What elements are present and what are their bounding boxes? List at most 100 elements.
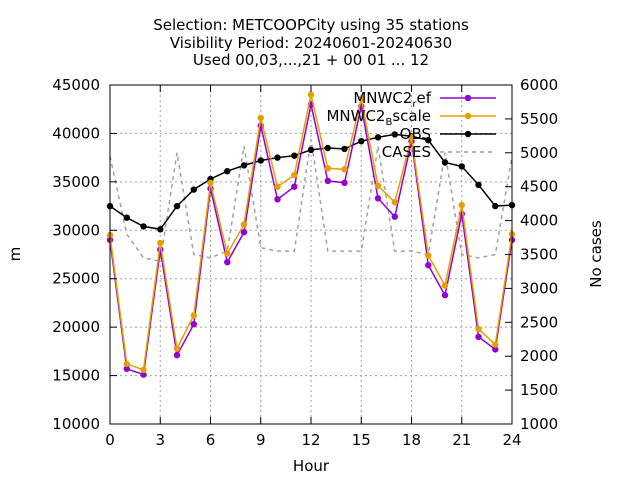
data-point <box>274 183 281 190</box>
data-point <box>307 91 315 98</box>
y2-tick-label: 1500 <box>520 381 558 399</box>
y2-tick-label: 2500 <box>520 313 558 331</box>
data-point <box>190 312 197 319</box>
data-point <box>341 166 348 173</box>
y2-axis-label: No cases <box>587 220 605 288</box>
data-point <box>140 366 147 373</box>
data-point <box>140 223 147 230</box>
legend-label: MNWC2ref <box>353 89 431 110</box>
data-point <box>307 146 315 154</box>
x-tick-label: 12 <box>301 431 320 449</box>
data-point <box>358 95 365 102</box>
data-point <box>257 157 264 164</box>
data-point <box>157 239 164 247</box>
data-point <box>425 137 432 144</box>
legend-marker <box>464 94 472 102</box>
y2-tick-label: 5500 <box>520 110 558 128</box>
data-point <box>425 252 432 259</box>
data-point <box>324 165 331 172</box>
y-tick-label: 35000 <box>52 173 100 191</box>
data-point <box>391 213 398 220</box>
y-tick-label: 40000 <box>52 124 100 142</box>
x-tick-label: 9 <box>256 431 266 449</box>
title-line-3: Used 00,03,...,21 + 00 01 ... 12 <box>193 51 429 69</box>
data-point <box>492 341 499 348</box>
series-mnwc2-scale <box>106 91 516 373</box>
data-point <box>391 199 398 206</box>
chart-title: Selection: METCOOPCity using 35 stations… <box>153 16 469 69</box>
data-point <box>441 159 449 166</box>
legend-entry: MNWC2ref <box>353 89 496 110</box>
data-point <box>207 179 214 186</box>
data-point <box>173 352 181 359</box>
title-line-2: Visibility Period: 20240601-20240630 <box>170 34 452 52</box>
data-point <box>458 163 465 170</box>
y-tick-label: 15000 <box>52 367 100 385</box>
data-point <box>257 114 264 122</box>
y-tick-label: 25000 <box>52 270 100 288</box>
x-tick-label: 21 <box>452 431 471 449</box>
series-obs <box>106 131 516 233</box>
data-point <box>224 259 231 266</box>
title-line-1: Selection: METCOOPCity using 35 stations <box>153 16 469 34</box>
x-tick-label: 0 <box>105 431 115 449</box>
data-point <box>291 183 298 190</box>
data-point <box>123 365 130 372</box>
data-point <box>240 229 248 236</box>
data-point <box>374 182 382 189</box>
y2-tick-label: 4500 <box>520 178 558 196</box>
y-tick-label: 45000 <box>52 76 100 94</box>
legend-label: OBS <box>400 125 431 143</box>
y2-tick-label: 1000 <box>520 415 558 433</box>
ticks <box>109 84 513 425</box>
data-point <box>274 196 281 203</box>
x-tick-label: 24 <box>502 431 521 449</box>
x-axis-label: Hour <box>293 457 330 475</box>
data-point <box>291 171 298 179</box>
data-point <box>441 292 449 299</box>
data-point <box>157 226 164 233</box>
y2-tick-label: 3000 <box>520 279 558 297</box>
data-point <box>324 144 331 152</box>
data-point <box>240 162 248 169</box>
y-axis-label: m <box>6 247 24 262</box>
data-point <box>408 134 415 141</box>
data-point <box>291 152 298 159</box>
series-line <box>109 104 513 376</box>
data-point <box>190 321 197 328</box>
y2-tick-label: 6000 <box>520 76 558 94</box>
data-point <box>391 131 398 138</box>
data-point <box>475 181 482 188</box>
y2-tick-label: 4000 <box>520 212 558 230</box>
legend-marker <box>464 130 472 138</box>
data-point <box>475 325 482 333</box>
data-point <box>475 333 482 340</box>
data-point <box>173 345 181 352</box>
y-tick-label: 30000 <box>52 221 100 239</box>
data-point <box>441 282 449 289</box>
data-point <box>425 262 432 269</box>
data-point <box>240 221 248 228</box>
data-point <box>341 179 348 186</box>
x-tick-label: 15 <box>352 431 371 449</box>
y2-tick-label: 3500 <box>520 246 558 264</box>
legend-entry: CASES <box>382 143 496 161</box>
data-point <box>140 371 147 378</box>
x-tick-label: 6 <box>206 431 216 449</box>
data-point <box>173 202 181 210</box>
y-tick-label: 10000 <box>52 415 100 433</box>
data-point <box>492 202 499 210</box>
y-tick-label: 20000 <box>52 318 100 336</box>
y2-tick-label: 5000 <box>520 144 558 162</box>
x-tick-label: 18 <box>402 431 421 449</box>
data-point <box>123 360 130 368</box>
data-point <box>492 346 499 353</box>
data-point <box>358 138 365 145</box>
legend-entry: OBS <box>400 125 496 143</box>
data-point <box>224 168 231 175</box>
legend-label: CASES <box>382 143 431 161</box>
data-point <box>341 145 348 153</box>
data-point <box>324 177 331 185</box>
data-point <box>374 195 382 202</box>
